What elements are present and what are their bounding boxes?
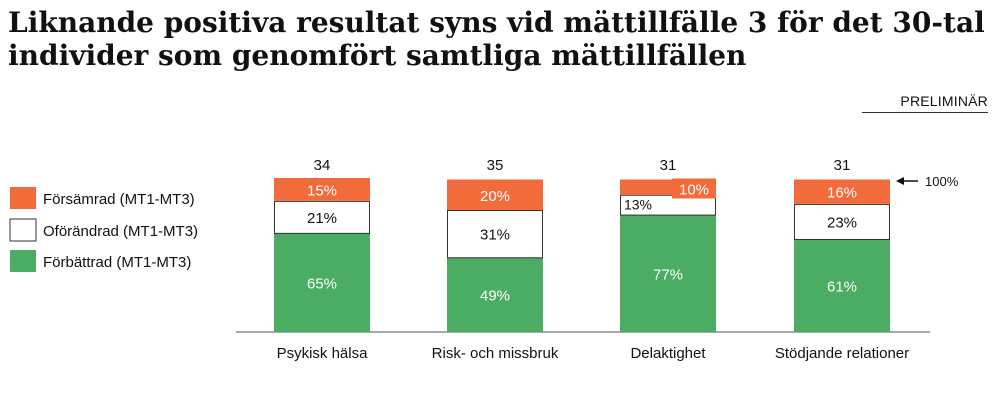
bar-label-unchanged: 23% (827, 214, 857, 231)
legend-label-unchanged: Oförändrad (MT1-MT3) (43, 223, 198, 240)
bar-label-unchanged: 21% (307, 210, 337, 227)
bar-improved (447, 257, 543, 332)
bar-label-improved: 61% (827, 278, 857, 295)
bar-count-label: 31 (660, 157, 677, 174)
bar-unchanged (620, 194, 716, 216)
annotation-arrow-head (896, 177, 904, 185)
bar-label-unchanged: 31% (480, 227, 510, 244)
bar-worse (274, 177, 370, 201)
bar-label-worse: 20% (480, 188, 510, 205)
legend-label-improved: Förbättrad (MT1-MT3) (43, 254, 191, 271)
legend-swatch-improved (10, 250, 36, 272)
bar-improved (274, 232, 370, 332)
bar-improved (620, 214, 716, 332)
bar-label-worse: 10% (679, 182, 709, 199)
legend-label-worse: Försämrad (MT1-MT3) (43, 191, 195, 208)
bar-label-worse: 16% (827, 185, 857, 202)
bar-worse (794, 179, 890, 204)
x-tick-label: Psykisk hälsa (277, 345, 369, 362)
legend-swatch-unchanged (9, 218, 37, 242)
x-tick-label: Stödjande relationer (775, 345, 909, 362)
x-tick-label: Risk- och missbruk (432, 345, 559, 362)
bar-label-improved: 65% (307, 275, 337, 292)
bar-count-label: 31 (834, 157, 851, 174)
bar-unchanged (447, 210, 543, 259)
annotation-100-label: 100% (925, 174, 959, 189)
bar-label-improved: 77% (653, 266, 683, 283)
legend-swatch-worse (10, 187, 36, 209)
bar-worse (447, 179, 543, 210)
bar-label-unchanged: 13% (624, 197, 652, 213)
bar-label-improved: 49% (480, 288, 510, 305)
bar-unchanged (274, 200, 370, 234)
bar-count-label: 35 (487, 157, 504, 174)
bar-count-label: 34 (314, 157, 331, 174)
preliminary-badge: PRELIMINÄR (862, 90, 988, 113)
x-tick-label: Delaktighet (630, 345, 706, 362)
page-title: Liknande positiva resultat syns vid mätt… (8, 6, 985, 72)
bar-label-worse-box (672, 178, 716, 199)
bar-label-worse: 15% (307, 182, 337, 199)
bar-improved (794, 238, 890, 332)
bar-unchanged (794, 203, 890, 240)
